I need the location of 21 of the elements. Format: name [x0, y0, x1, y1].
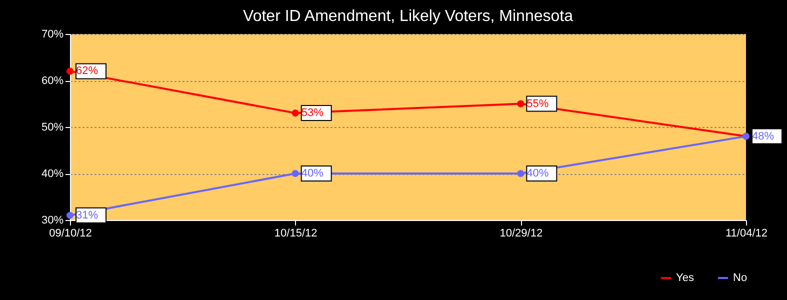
x-tick-label: 09/10/12 — [49, 228, 92, 240]
y-tick-label: 60% — [41, 75, 64, 87]
x-tick-label: 11/04/12 — [725, 228, 768, 240]
x-tick-label: 10/29/12 — [500, 228, 543, 240]
chart-title: Voter ID Amendment, Likely Voters, Minnesota — [243, 8, 574, 25]
point — [292, 110, 299, 117]
y-tick-label: 40% — [41, 168, 64, 180]
point — [517, 100, 524, 108]
point — [66, 68, 74, 75]
data-label: 55% — [526, 98, 549, 110]
x-tick-label: 10/15/12 — [274, 228, 318, 240]
point — [517, 170, 524, 178]
y-tick-label: 50% — [41, 122, 64, 134]
legend-label: No — [733, 272, 748, 284]
data-label: 31% — [76, 209, 98, 222]
y-tick-label: 70% — [41, 28, 64, 40]
data-label: 62% — [76, 65, 98, 78]
legend-label: Yes — [676, 272, 694, 284]
y-tick-label: 30% — [41, 214, 64, 226]
data-label: 53% — [301, 107, 324, 120]
point — [292, 170, 299, 178]
